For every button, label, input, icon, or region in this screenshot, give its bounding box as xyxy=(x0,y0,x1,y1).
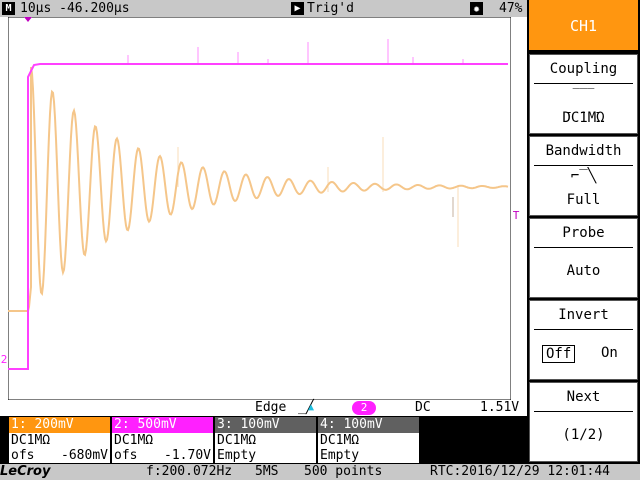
rtc-clock: RTC:2016/12/29 12:01:44 xyxy=(430,464,611,479)
invert-on-option[interactable]: On xyxy=(601,345,618,361)
menu-bandwidth-title: Bandwidth xyxy=(545,143,622,159)
trigger-type: Edge xyxy=(255,400,287,415)
channel-4-coupling: DC1MΩ xyxy=(320,433,360,448)
channel-3-status: Empty xyxy=(217,448,257,463)
invert-off-option[interactable]: Off xyxy=(542,345,576,363)
dc-coupling-icon: ‾‾‾ - - - xyxy=(565,87,602,119)
menu-divider xyxy=(534,165,633,166)
menu-coupling-button[interactable]: Coupling ‾‾‾ - - - DC1MΩ xyxy=(529,54,638,134)
menu-ch1-button[interactable]: CH1 xyxy=(529,0,638,50)
softkey-menu: CH1 Coupling ‾‾‾ - - - DC1MΩ Bandwidth ⌐‾… xyxy=(527,0,640,464)
channel-4-status: Empty xyxy=(320,448,360,463)
rising-edge-icon: _╱ xyxy=(298,400,314,415)
menu-divider xyxy=(534,411,633,412)
channel-3-coupling: DC1MΩ xyxy=(217,433,257,448)
channel-2-scale: 2: 500mV xyxy=(112,417,213,433)
menu-next-title: Next xyxy=(566,389,601,405)
ch2-level-marker-label: 2 xyxy=(0,353,8,366)
menu-divider xyxy=(534,247,633,248)
channel-3-box[interactable]: 3: 100mV DC1MΩ Empty xyxy=(214,416,317,464)
menu-invert-title: Invert xyxy=(558,307,609,323)
channel-4-scale: 4: 100mV xyxy=(318,417,419,433)
mode-icon: M xyxy=(2,2,15,15)
channel-3-scale: 3: 100mV xyxy=(215,417,316,433)
play-icon[interactable]: ▶ xyxy=(291,2,304,15)
channel-4-box[interactable]: 4: 100mV DC1MΩ Empty xyxy=(317,416,420,464)
channel-1-scale: 1: 200mV xyxy=(9,417,110,433)
menu-coupling-value: DC1MΩ xyxy=(562,110,605,126)
waveform-display xyxy=(8,17,511,400)
menu-divider xyxy=(534,329,633,330)
waveform-plot xyxy=(8,17,511,400)
top-status-bar: M 10μs -46.200μs ▶ Trig'd ✹ 47% xyxy=(0,0,527,17)
ch2-waveform xyxy=(8,63,508,370)
channel-1-offset-line: ofs -680mV xyxy=(9,448,110,463)
menu-next-button[interactable]: Next (1/2) xyxy=(529,382,638,462)
trigger-position-marker xyxy=(24,17,32,22)
brightness-icon: ✹ xyxy=(470,2,483,15)
screen-right-margin xyxy=(511,17,527,400)
screen-left-margin xyxy=(0,17,8,400)
channel-2-offset-line: ofs -1.70V xyxy=(112,448,213,463)
menu-probe-value: Auto xyxy=(566,263,601,279)
trigger-level: 1.51V xyxy=(480,400,520,415)
channel-2-offset-label: ofs xyxy=(114,448,138,463)
menu-probe-title: Probe xyxy=(562,225,605,241)
menu-divider xyxy=(534,83,633,84)
bandwidth-filter-icon: ⌐‾╲ xyxy=(570,168,597,184)
channel-2-offset: -1.70V xyxy=(164,448,211,463)
sample-rate: 5MS xyxy=(255,464,279,479)
channel-1-coupling: DC1MΩ xyxy=(11,433,51,448)
frequency-readout: f:200.072Hz xyxy=(146,464,233,479)
channel-2-box[interactable]: 2: 500mV DC1MΩ ofs -1.70V xyxy=(111,416,214,464)
trigger-source-badge: 2 xyxy=(352,401,376,415)
menu-page-indicator: (1/2) xyxy=(562,427,605,443)
menu-bandwidth-button[interactable]: Bandwidth ⌐‾╲ Full xyxy=(529,136,638,216)
channel-1-offset: -680mV xyxy=(61,448,108,463)
bottom-status-bar: f:200.072Hz 5MS 500 points RTC:2016/12/2… xyxy=(0,464,640,480)
timebase-readout: 10μs -46.200μs xyxy=(20,1,130,16)
channel-1-box[interactable]: 1: 200mV DC1MΩ ofs -680mV xyxy=(8,416,111,464)
channel-1-offset-label: ofs xyxy=(11,448,35,463)
channel-2-coupling: DC1MΩ xyxy=(114,433,154,448)
ch1-waveform xyxy=(8,66,509,312)
trigger-arrow-icon: ▲ xyxy=(308,402,315,413)
menu-coupling-title: Coupling xyxy=(549,61,618,77)
trigger-status: Trig'd xyxy=(307,1,354,16)
record-points: 500 points xyxy=(304,464,383,479)
menu-bandwidth-value: Full xyxy=(566,192,601,208)
menu-invert-button[interactable]: Invert Off On xyxy=(529,300,638,380)
trigger-info-row: Edge _╱ ▲ 2 DC 1.51V xyxy=(0,400,527,416)
battery-percent: 47% xyxy=(499,1,523,16)
menu-channel-title: CH1 xyxy=(569,17,598,35)
lecroy-logo: LeCroy xyxy=(0,464,51,479)
menu-probe-button[interactable]: Probe Auto xyxy=(529,218,638,298)
trigger-level-marker: T xyxy=(512,209,520,222)
trigger-coupling: DC xyxy=(415,400,431,415)
